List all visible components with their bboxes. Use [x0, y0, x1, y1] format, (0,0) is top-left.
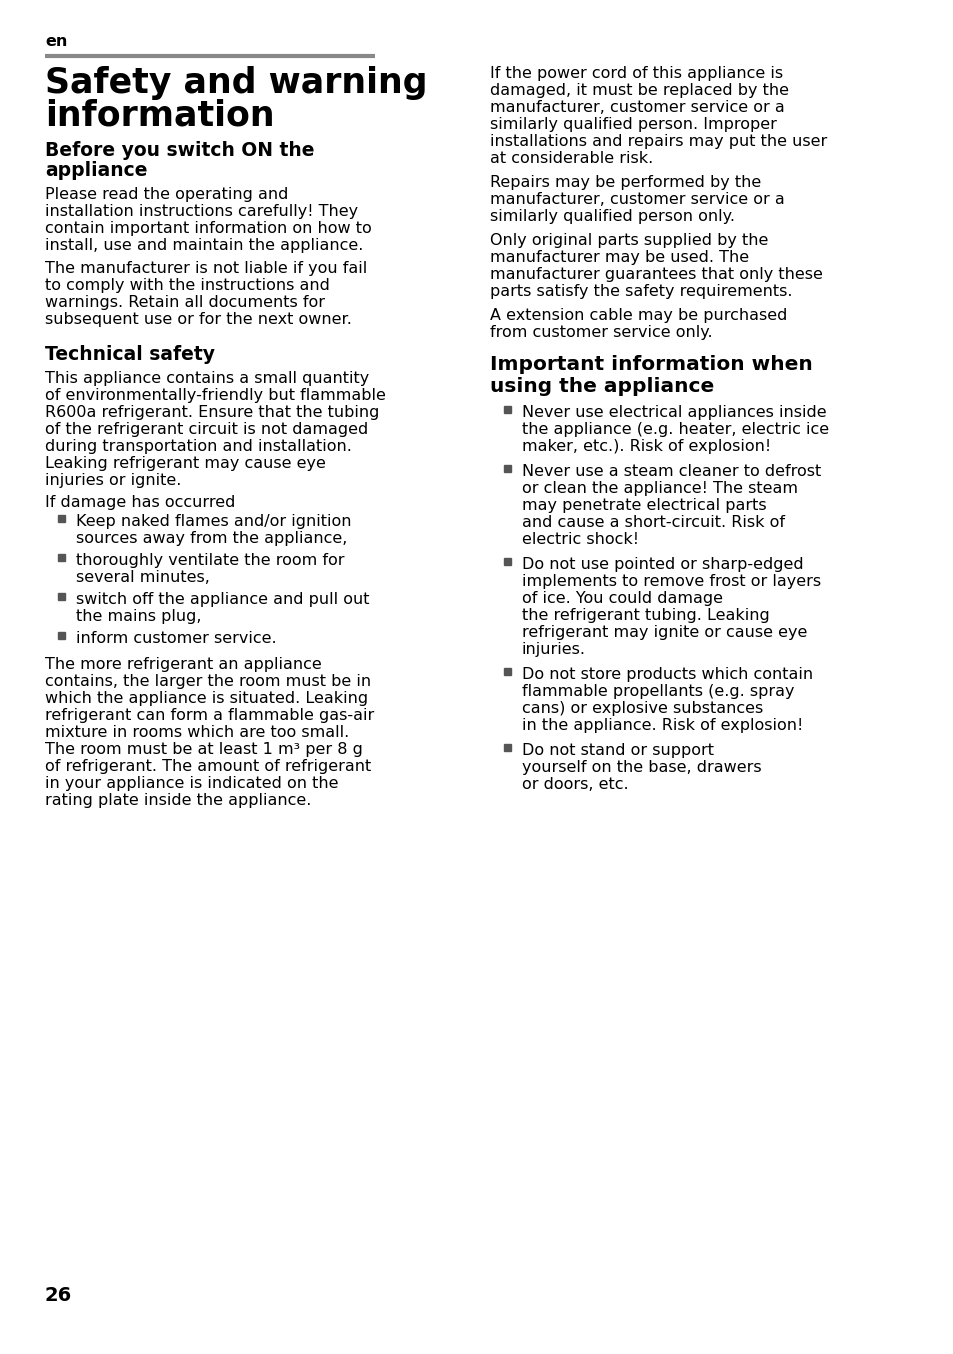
Text: The more refrigerant an appliance: The more refrigerant an appliance [45, 657, 321, 672]
Bar [58, 632, 65, 639]
Text: may penetrate electrical parts: may penetrate electrical parts [521, 498, 766, 513]
Text: If the power cord of this appliance is: If the power cord of this appliance is [490, 66, 782, 81]
Text: If damage has occurred: If damage has occurred [45, 496, 235, 510]
Text: Never use a steam cleaner to defrost: Never use a steam cleaner to defrost [521, 464, 821, 479]
Text: 26: 26 [45, 1286, 72, 1305]
Text: injuries.: injuries. [521, 642, 585, 657]
Text: which the appliance is situated. Leaking: which the appliance is situated. Leaking [45, 691, 368, 705]
Text: Safety and warning: Safety and warning [45, 66, 427, 100]
Bar [58, 593, 65, 600]
Text: Repairs may be performed by the: Repairs may be performed by the [490, 175, 760, 190]
Text: Important information when: Important information when [490, 355, 812, 374]
Text: injuries or ignite.: injuries or ignite. [45, 473, 181, 487]
Text: sources away from the appliance,: sources away from the appliance, [76, 531, 347, 546]
Text: parts satisfy the safety requirements.: parts satisfy the safety requirements. [490, 284, 792, 299]
Text: Please read the operating and: Please read the operating and [45, 187, 288, 202]
Text: in your appliance is indicated on the: in your appliance is indicated on the [45, 776, 338, 791]
Text: refrigerant may ignite or cause eye: refrigerant may ignite or cause eye [521, 626, 806, 640]
Text: manufacturer may be used. The: manufacturer may be used. The [490, 250, 748, 265]
Bar [503, 558, 511, 565]
Text: of the refrigerant circuit is not damaged: of the refrigerant circuit is not damage… [45, 422, 368, 437]
Text: manufacturer guarantees that only these: manufacturer guarantees that only these [490, 267, 822, 282]
Text: during transportation and installation.: during transportation and installation. [45, 439, 352, 454]
Text: Keep naked flames and/or ignition: Keep naked flames and/or ignition [76, 515, 351, 529]
Text: switch off the appliance and pull out: switch off the appliance and pull out [76, 592, 369, 607]
Text: the mains plug,: the mains plug, [76, 609, 201, 624]
Text: similarly qualified person. Improper: similarly qualified person. Improper [490, 116, 776, 131]
Text: manufacturer, customer service or a: manufacturer, customer service or a [490, 100, 784, 115]
Text: R600a refrigerant. Ensure that the tubing: R600a refrigerant. Ensure that the tubin… [45, 405, 379, 420]
Text: mixture in rooms which are too small.: mixture in rooms which are too small. [45, 724, 349, 741]
Text: yourself on the base, drawers: yourself on the base, drawers [521, 760, 760, 774]
Text: installation instructions carefully! They: installation instructions carefully! The… [45, 204, 357, 219]
Text: manufacturer, customer service or a: manufacturer, customer service or a [490, 192, 784, 207]
Text: several minutes,: several minutes, [76, 570, 210, 585]
Text: damaged, it must be replaced by the: damaged, it must be replaced by the [490, 83, 788, 97]
Text: maker, etc.). Risk of explosion!: maker, etc.). Risk of explosion! [521, 439, 770, 454]
Text: electric shock!: electric shock! [521, 532, 639, 547]
Text: refrigerant can form a flammable gas-air: refrigerant can form a flammable gas-air [45, 708, 374, 723]
Text: A extension cable may be purchased: A extension cable may be purchased [490, 307, 786, 324]
Text: implements to remove frost or layers: implements to remove frost or layers [521, 574, 821, 589]
Text: cans) or explosive substances: cans) or explosive substances [521, 701, 762, 716]
Bar [503, 743, 511, 751]
Text: installations and repairs may put the user: installations and repairs may put the us… [490, 134, 826, 149]
Text: to comply with the instructions and: to comply with the instructions and [45, 278, 330, 292]
Text: contains, the larger the room must be in: contains, the larger the room must be in [45, 674, 371, 689]
Text: using the appliance: using the appliance [490, 376, 714, 395]
Text: Leaking refrigerant may cause eye: Leaking refrigerant may cause eye [45, 456, 326, 471]
Text: warnings. Retain all documents for: warnings. Retain all documents for [45, 295, 325, 310]
Bar [503, 464, 511, 473]
Bar [58, 554, 65, 561]
Text: Before you switch ON the: Before you switch ON the [45, 141, 314, 160]
Text: Do not use pointed or sharp-edged: Do not use pointed or sharp-edged [521, 556, 802, 571]
Bar [503, 406, 511, 413]
Text: Technical safety: Technical safety [45, 345, 214, 364]
Text: The room must be at least 1 m³ per 8 g: The room must be at least 1 m³ per 8 g [45, 742, 362, 757]
Text: install, use and maintain the appliance.: install, use and maintain the appliance. [45, 238, 363, 253]
Text: at considerable risk.: at considerable risk. [490, 152, 653, 167]
Text: from customer service only.: from customer service only. [490, 325, 712, 340]
Text: or doors, etc.: or doors, etc. [521, 777, 628, 792]
Text: thoroughly ventilate the room for: thoroughly ventilate the room for [76, 552, 344, 567]
Text: en: en [45, 34, 68, 49]
Text: subsequent use or for the next owner.: subsequent use or for the next owner. [45, 311, 352, 328]
Text: of ice. You could damage: of ice. You could damage [521, 590, 722, 607]
Text: Only original parts supplied by the: Only original parts supplied by the [490, 233, 767, 248]
Bar [58, 515, 65, 523]
Text: flammable propellants (e.g. spray: flammable propellants (e.g. spray [521, 684, 794, 699]
Text: in the appliance. Risk of explosion!: in the appliance. Risk of explosion! [521, 718, 802, 733]
Text: contain important information on how to: contain important information on how to [45, 221, 372, 236]
Bar [503, 668, 511, 676]
Text: inform customer service.: inform customer service. [76, 631, 276, 646]
Text: of environmentally-friendly but flammable: of environmentally-friendly but flammabl… [45, 389, 385, 403]
Text: or clean the appliance! The steam: or clean the appliance! The steam [521, 481, 797, 496]
Text: information: information [45, 99, 274, 133]
Text: of refrigerant. The amount of refrigerant: of refrigerant. The amount of refrigeran… [45, 760, 371, 774]
Text: the refrigerant tubing. Leaking: the refrigerant tubing. Leaking [521, 608, 769, 623]
Text: the appliance (e.g. heater, electric ice: the appliance (e.g. heater, electric ice [521, 422, 828, 437]
Text: appliance: appliance [45, 161, 148, 180]
Text: Never use electrical appliances inside: Never use electrical appliances inside [521, 405, 825, 420]
Text: rating plate inside the appliance.: rating plate inside the appliance. [45, 793, 311, 808]
Text: Do not store products which contain: Do not store products which contain [521, 668, 812, 682]
Text: Do not stand or support: Do not stand or support [521, 743, 713, 758]
Text: This appliance contains a small quantity: This appliance contains a small quantity [45, 371, 369, 386]
Text: The manufacturer is not liable if you fail: The manufacturer is not liable if you fa… [45, 261, 367, 276]
Text: similarly qualified person only.: similarly qualified person only. [490, 209, 734, 223]
Text: and cause a short-circuit. Risk of: and cause a short-circuit. Risk of [521, 515, 784, 529]
